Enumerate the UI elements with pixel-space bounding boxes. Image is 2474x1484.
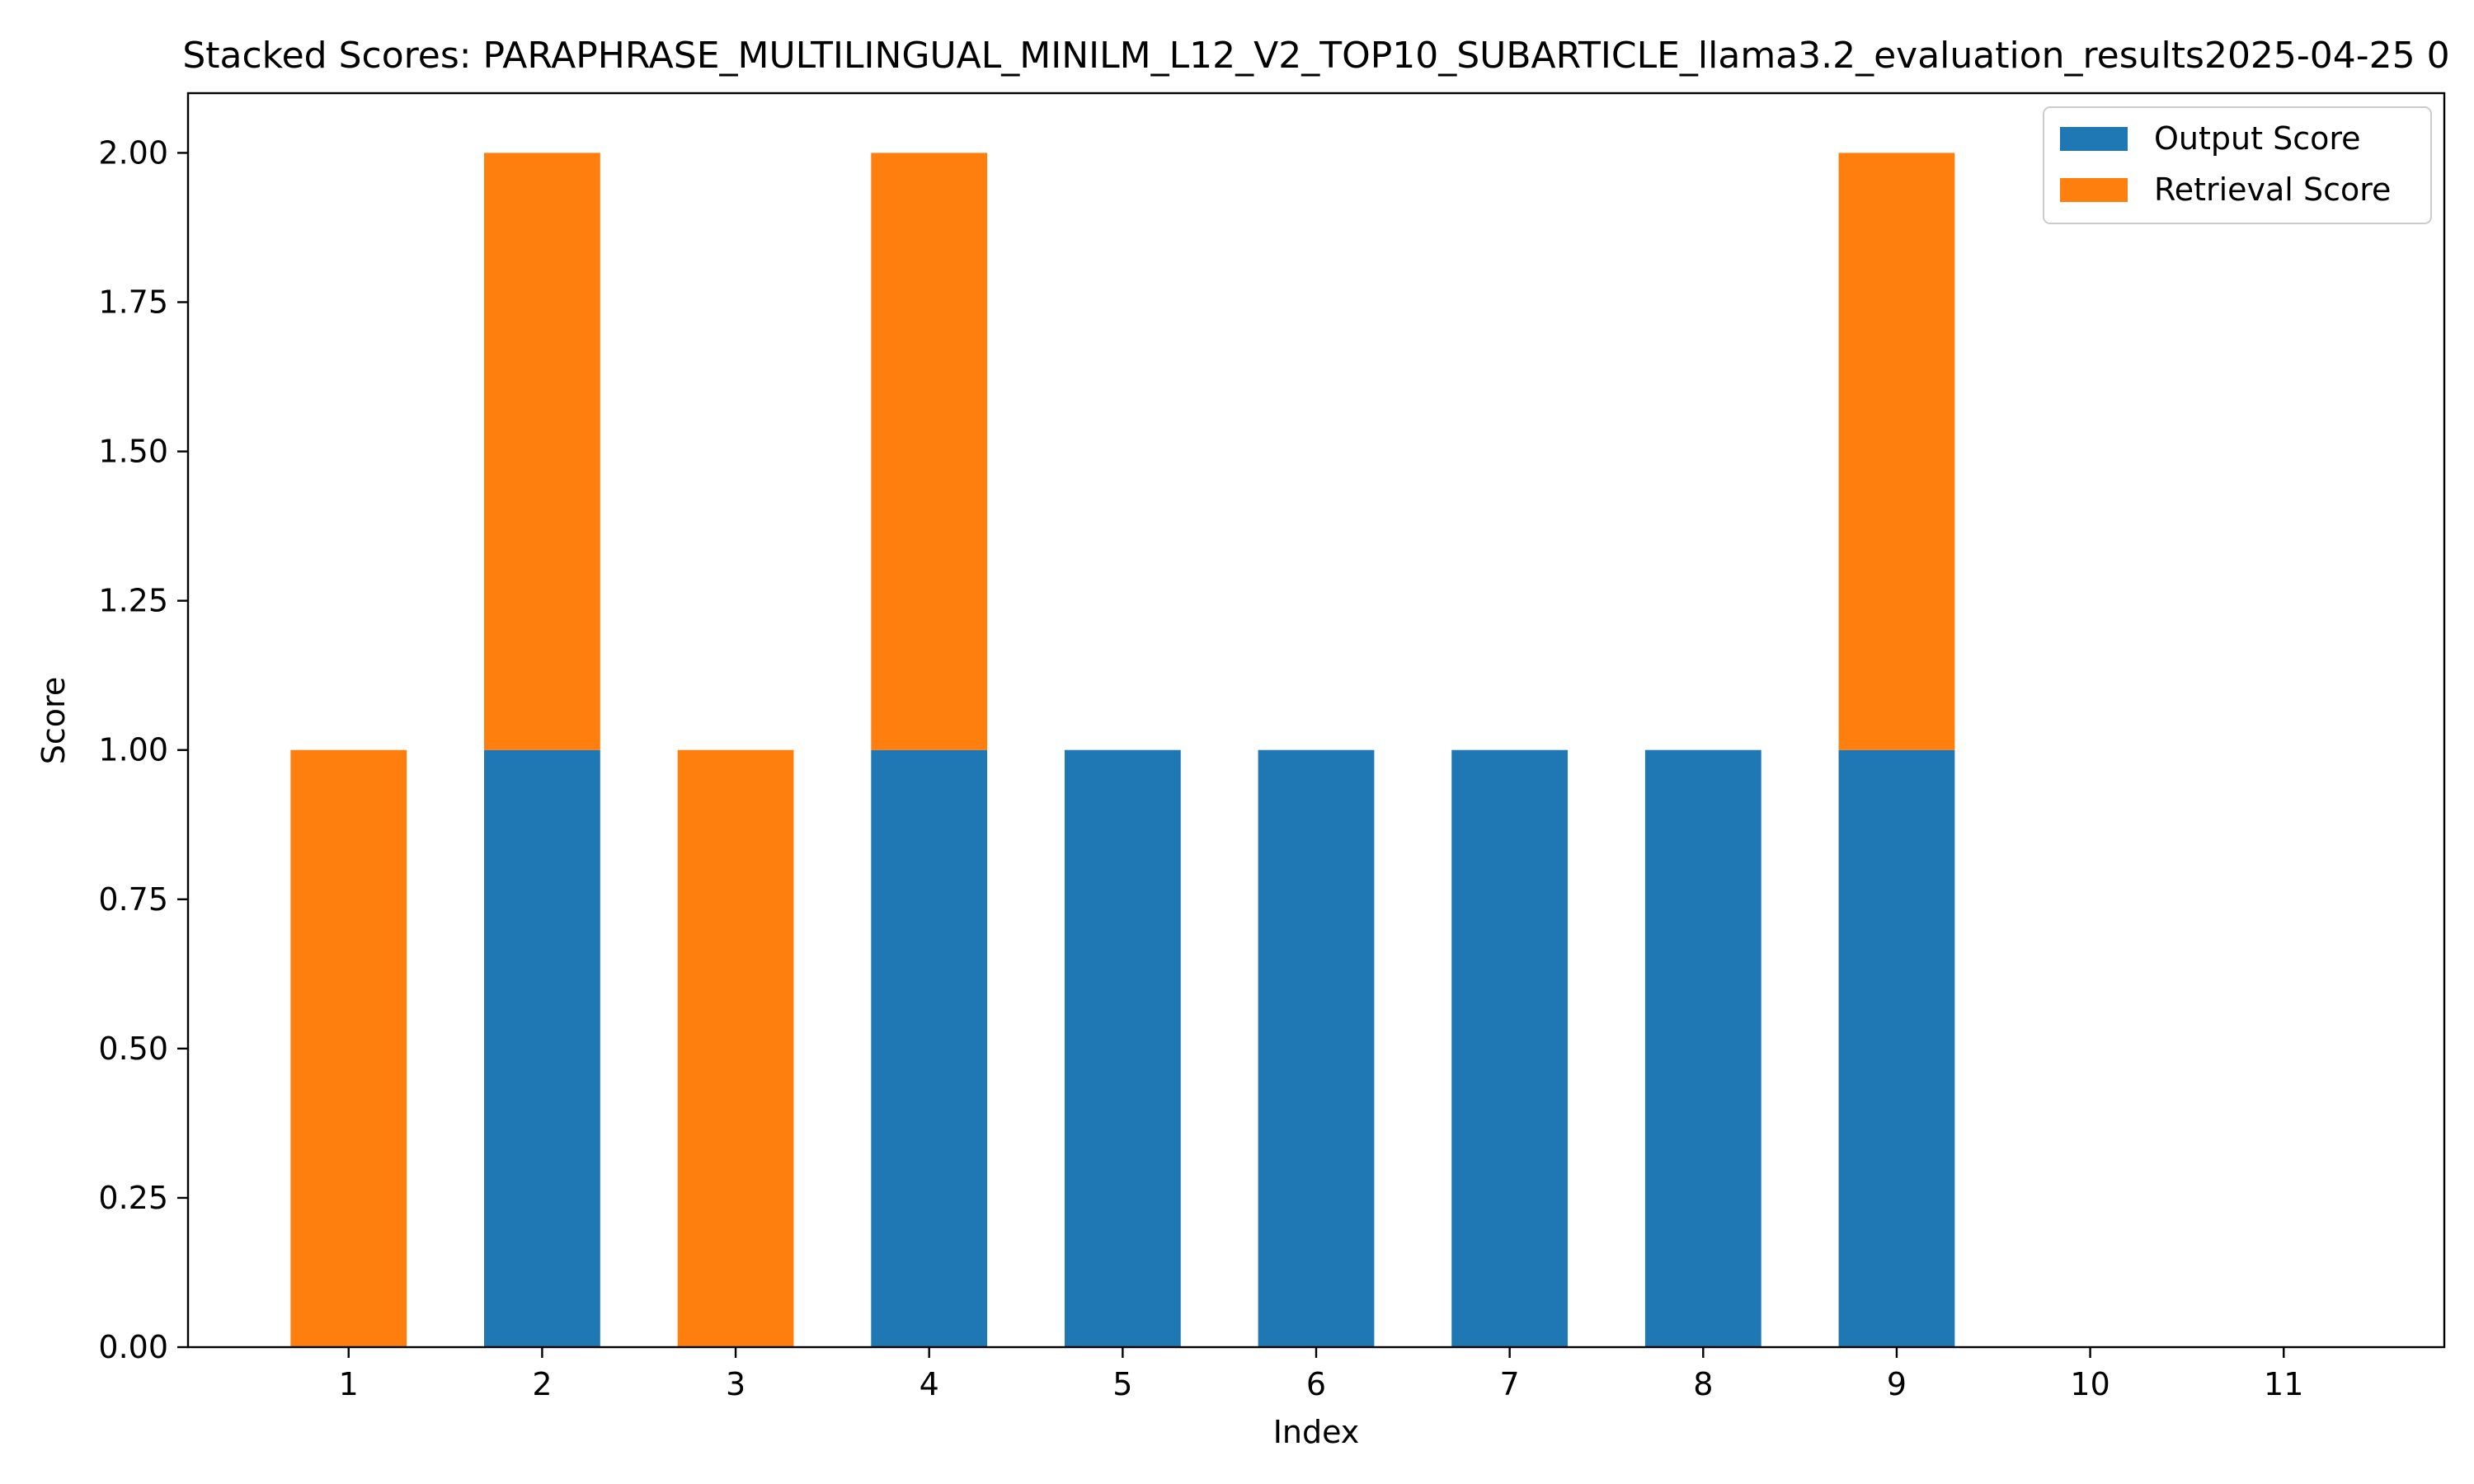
x-tick-label: 1 (339, 1366, 359, 1402)
x-tick-label: 5 (1112, 1366, 1132, 1402)
y-tick-label: 0.25 (98, 1180, 168, 1216)
x-tick-label: 11 (2264, 1366, 2303, 1402)
axes-group: 0.00 0.25 0.50 0.75 1.00 1.25 1.50 1.75 2.00 1 2 3 4… (98, 92, 2446, 1402)
bar-retrieval-9 (1838, 153, 1955, 750)
legend-label: Output Score (2154, 120, 2361, 157)
y-tick-label: 1.50 (98, 434, 168, 470)
bar-retrieval-4 (871, 153, 988, 750)
x-tick-label: 7 (1500, 1366, 1520, 1402)
x-tick-label: 10 (2070, 1366, 2109, 1402)
x-tick-label: 9 (1887, 1366, 1907, 1402)
y-tick-label: 0.00 (98, 1329, 168, 1365)
legend-frame (2043, 106, 2432, 224)
bar-output-7 (1451, 749, 1569, 1347)
legend-swatch (2060, 127, 2128, 151)
chart-title: Stacked Scores: PARAPHRASE_MULTILINGUAL_… (182, 35, 2449, 77)
x-tick-label: 4 (920, 1366, 939, 1402)
y-axis-label: Score (35, 677, 72, 764)
bar-retrieval-1 (290, 749, 407, 1347)
bar-output-8 (1644, 749, 1761, 1347)
y-tick-label: 1.25 (98, 583, 168, 619)
y-tick-label: 0.75 (98, 881, 168, 918)
bar-retrieval-2 (484, 153, 600, 750)
legend-label: Retrieval Score (2154, 171, 2391, 208)
x-tick-label: 3 (726, 1366, 745, 1402)
y-tick-label: 2.00 (98, 134, 168, 171)
y-tick-label: 1.00 (98, 732, 168, 768)
bar-output-6 (1258, 749, 1375, 1347)
y-tick-label: 1.75 (98, 284, 168, 321)
x-tick-label: 2 (532, 1366, 552, 1402)
bars-group (290, 153, 1955, 1347)
legend: Output Score Retrieval Score (2043, 106, 2432, 224)
legend-swatch (2060, 178, 2128, 202)
x-tick-label: 6 (1306, 1366, 1326, 1402)
bar-output-4 (871, 749, 988, 1347)
bar-output-2 (484, 749, 600, 1347)
x-axis-label: Index (1273, 1414, 1360, 1450)
bar-output-5 (1064, 749, 1181, 1347)
bar-output-9 (1838, 749, 1955, 1347)
x-tick-label: 8 (1693, 1366, 1713, 1402)
bar-retrieval-3 (677, 749, 794, 1347)
y-tick-label: 0.50 (98, 1031, 168, 1067)
